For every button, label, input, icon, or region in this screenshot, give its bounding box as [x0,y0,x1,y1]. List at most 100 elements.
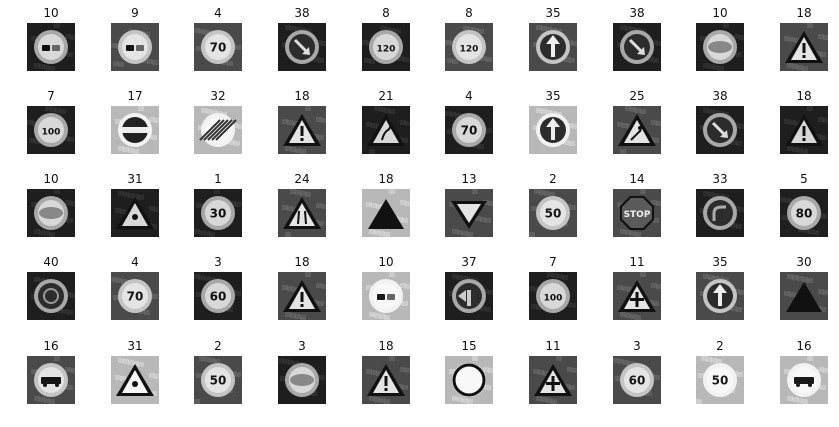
class-label: 4 [465,89,473,103]
class-label: 15 [461,339,477,353]
sign-image [27,23,75,71]
class-label: 18 [378,172,394,186]
sign-image [445,189,493,237]
class-label: 10 [43,6,59,20]
sign-graphic [529,356,577,404]
sign-graphic [445,272,493,320]
sign-graphic [111,23,159,71]
sign-image [362,356,410,404]
sign-image [613,106,661,154]
class-label: 38 [294,6,310,20]
sign-image: 50 [194,356,242,404]
class-label: 35 [712,255,728,269]
sign-graphic [696,106,744,154]
sign-image: 120 [445,23,493,71]
class-label: 35 [545,89,561,103]
class-label: 17 [127,89,143,103]
svg-text:70: 70 [210,41,227,55]
sign-graphic [362,356,410,404]
sign-image [27,272,75,320]
sign-graphic [780,106,828,154]
class-label: 31 [127,172,143,186]
sign-image: 70 [194,23,242,71]
sign-graphic [194,106,242,154]
class-label: 2 [214,339,222,353]
class-label: 38 [629,6,645,20]
sign-graphic: 50 [529,189,577,237]
class-label: 25 [629,89,645,103]
sign-graphic [278,272,326,320]
sign-graphic: 120 [445,23,493,71]
sign-graphic: 70 [111,272,159,320]
sign-graphic: 50 [696,356,744,404]
sign-graphic [111,189,159,237]
sign-graphic [780,23,828,71]
sign-graphic [278,356,326,404]
sign-graphic: 60 [613,356,661,404]
sign-graphic [696,23,744,71]
svg-text:60: 60 [629,374,646,388]
class-label: 31 [127,339,143,353]
class-label: 1 [214,172,222,186]
sign-graphic [445,356,493,404]
sign-image [696,272,744,320]
sign-image [613,272,661,320]
sign-graphic [613,106,661,154]
sign-graphic [27,189,75,237]
sign-image [445,356,493,404]
class-label: 10 [43,172,59,186]
sign-image [529,356,577,404]
sign-graphic [780,356,828,404]
sign-image [278,356,326,404]
sign-graphic [613,23,661,71]
sign-image [696,23,744,71]
sign-graphic [362,272,410,320]
class-label: 2 [716,339,724,353]
class-label: 21 [378,89,394,103]
class-label: 18 [378,339,394,353]
sign-graphic [445,189,493,237]
sign-image [278,23,326,71]
sign-image [278,189,326,237]
sign-graphic [696,272,744,320]
sign-image [111,23,159,71]
sign-graphic [278,106,326,154]
class-label: 16 [796,339,812,353]
sign-image [278,106,326,154]
sign-image [362,189,410,237]
sign-image [529,106,577,154]
sign-graphic [27,272,75,320]
svg-text:120: 120 [460,45,479,55]
sign-graphic [613,272,661,320]
sign-graphic [362,189,410,237]
class-label: 8 [382,6,390,20]
sign-graphic: STOP [613,189,661,237]
sign-image [613,23,661,71]
sign-image [696,189,744,237]
sign-image [529,23,577,71]
class-label: 13 [461,172,477,186]
sign-image: 30 [194,189,242,237]
class-label: 18 [796,89,812,103]
sign-graphic [362,106,410,154]
sign-image: 50 [696,356,744,404]
sign-graphic [696,189,744,237]
class-label: 33 [712,172,728,186]
sign-image [111,356,159,404]
sign-image [780,106,828,154]
sign-image: 120 [362,23,410,71]
class-label: 10 [712,6,728,20]
class-label: 18 [796,6,812,20]
sign-image: 50 [529,189,577,237]
sign-image: STOP [613,189,661,237]
sign-image: 60 [194,272,242,320]
svg-text:30: 30 [210,207,227,221]
class-label: 4 [214,6,222,20]
sign-graphic [278,23,326,71]
sign-image: 100 [27,106,75,154]
class-label: 3 [214,255,222,269]
sign-graphic [27,23,75,71]
sign-graphic: 50 [194,356,242,404]
sign-graphic [111,356,159,404]
